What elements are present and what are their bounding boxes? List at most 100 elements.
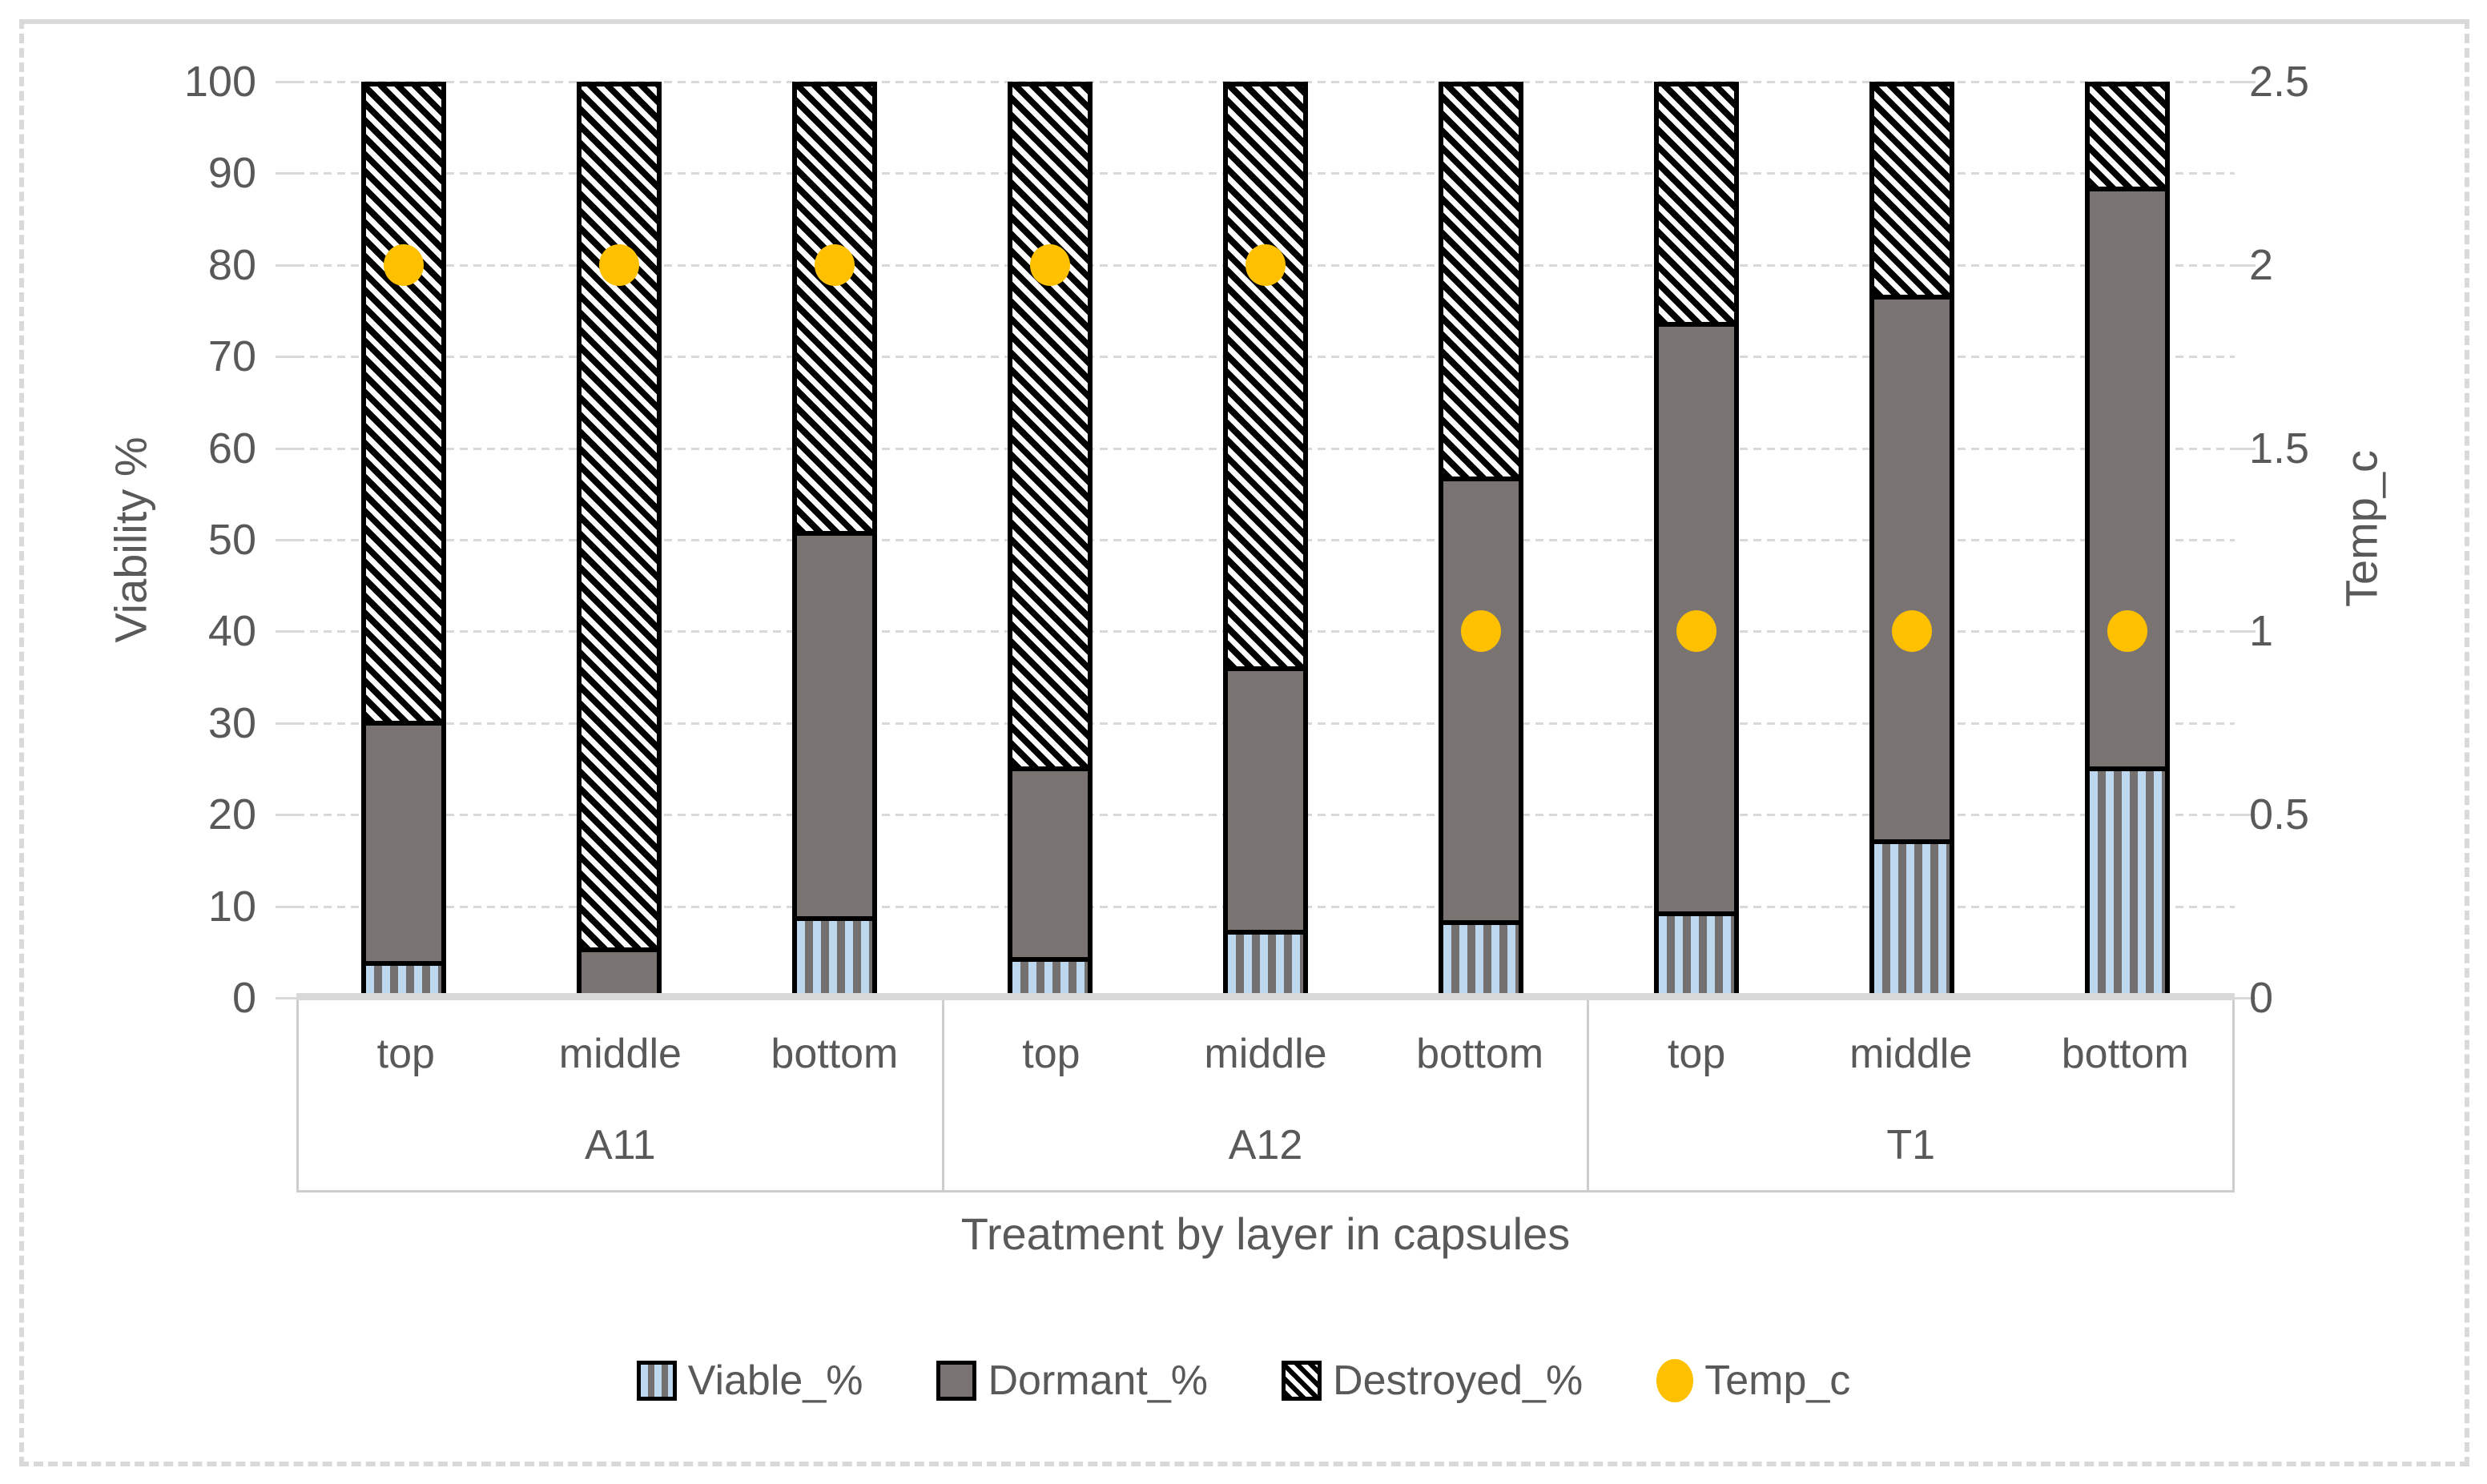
left-axis-tick-mark — [276, 814, 296, 817]
legend-label: Temp_c — [1704, 1357, 1851, 1404]
right-y-tick-label: 2.5 — [2249, 58, 2310, 106]
left-axis-tick-mark — [276, 905, 296, 908]
layer-label: top — [1667, 1031, 1726, 1077]
legend-swatch-destroyed-icon — [1282, 1361, 1322, 1401]
right-axis-tick-mark — [2235, 814, 2256, 817]
temp-dot-A11-bottom — [815, 243, 855, 286]
bar-A12-bottom — [1438, 82, 1523, 998]
temp-dot-T1-top — [1676, 610, 1716, 653]
left-axis-tick-mark — [276, 263, 296, 267]
bar-segment-destroyed — [797, 86, 873, 531]
category-axis-box: top middle bottom A11 top middle bottom A12 top m… — [296, 998, 2235, 1192]
right-y-tick-label: 0 — [2249, 974, 2274, 1022]
temp-dot-A12-bottom — [1460, 610, 1501, 653]
bar-segment-viable — [1228, 929, 1303, 993]
temp-dot-T1-middle — [1891, 610, 1932, 653]
legend-label: Destroyed_% — [1333, 1357, 1584, 1404]
left-y-tick-label: 70 — [207, 332, 256, 381]
bar-segment-destroyed — [582, 86, 658, 948]
bar-segment-viable — [1873, 839, 1950, 993]
legend-label: Dormant_% — [988, 1357, 1209, 1404]
left-axis-tick-mark — [276, 722, 296, 725]
bar-T1-top — [1653, 82, 1739, 998]
layer-label: bottom — [2061, 1031, 2189, 1077]
layer-label: bottom — [1416, 1031, 1544, 1077]
bar-T1-bottom — [2084, 82, 2170, 998]
category-group-T1: top middle bottom T1 — [1587, 998, 2232, 1190]
bar-segment-destroyed — [366, 86, 442, 722]
legend-swatch-dormant-icon — [936, 1361, 977, 1401]
category-group-A12: top middle bottom A12 — [941, 998, 1588, 1190]
temp-dot-A12-middle — [1246, 243, 1286, 286]
bar-A12-middle — [1223, 82, 1308, 998]
bar-A12-top — [1008, 82, 1093, 998]
layer-label: bottom — [771, 1031, 899, 1077]
bar-segment-dormant — [1012, 766, 1089, 957]
left-axis-tick-mark — [276, 997, 296, 999]
layer-label-row: top middle bottom — [944, 1030, 1588, 1078]
left-y-tick-label: 100 — [183, 58, 256, 106]
right-axis-tick-mark — [2235, 997, 2256, 999]
bar-segment-viable — [797, 915, 873, 993]
bar-segment-destroyed — [2089, 86, 2165, 187]
right-y-tick-label: 1.5 — [2249, 424, 2310, 473]
bar-segment-dormant — [582, 947, 658, 993]
bar-A11-top — [361, 82, 447, 998]
temp-dot-T1-bottom — [2107, 610, 2147, 653]
legend-swatch-viable-icon — [636, 1361, 677, 1401]
left-axis-tick-mark — [276, 447, 296, 450]
left-y-tick-label: 0 — [231, 974, 256, 1022]
group-label: A11 — [585, 1122, 656, 1168]
bar-segment-dormant — [1228, 666, 1303, 930]
legend-label: Viable_% — [687, 1357, 863, 1404]
left-axis-tick-mark — [276, 81, 296, 83]
bar-segment-viable — [1012, 956, 1089, 993]
legend-item-destroyed: Destroyed_% — [1282, 1357, 1583, 1405]
left-y-tick-label: 60 — [207, 424, 256, 473]
bar-T1-middle — [1869, 82, 1954, 998]
bar-segment-destroyed — [1873, 86, 1950, 296]
legend-swatch-temp-dot-icon — [1656, 1359, 1694, 1402]
layer-label-row: top middle bottom — [299, 1030, 942, 1078]
temp-dot-A11-top — [384, 243, 425, 286]
right-axis-tick-mark — [2235, 447, 2256, 450]
layer-label-row: top middle bottom — [1589, 1030, 2232, 1078]
layer-label: top — [1022, 1031, 1081, 1077]
x-axis-title: Treatment by layer in capsules — [960, 1209, 1571, 1259]
bar-segment-destroyed — [1658, 86, 1734, 323]
left-y-tick-label: 30 — [207, 698, 256, 747]
legend: Viable_% Dormant_% Destroyed_% Temp_c — [0, 1357, 2487, 1405]
legend-item-viable: Viable_% — [636, 1357, 863, 1405]
category-group-A11: top middle bottom A11 — [299, 998, 942, 1190]
legend-item-temp: Temp_c — [1656, 1357, 1850, 1405]
left-y-tick-label: 20 — [207, 790, 256, 839]
temp-dot-A12-top — [1030, 243, 1071, 286]
right-axis-tick-mark — [2235, 81, 2256, 83]
bar-segment-viable — [2089, 766, 2165, 993]
left-axis-tick-mark — [276, 539, 296, 541]
layer-label: middle — [1204, 1031, 1327, 1077]
bar-segment-dormant — [1873, 295, 1950, 839]
bar-segment-destroyed — [1443, 86, 1519, 477]
bar-segment-dormant — [797, 530, 873, 916]
temp-dot-A11-middle — [599, 243, 640, 286]
right-axis-tick-mark — [2235, 630, 2256, 633]
legend-item-dormant: Dormant_% — [936, 1357, 1208, 1405]
layer-label: top — [376, 1031, 435, 1077]
left-y-tick-label: 10 — [207, 882, 256, 931]
left-axis-tick-mark — [276, 630, 296, 633]
bar-segment-viable — [366, 961, 442, 993]
layer-label: middle — [1849, 1031, 1973, 1077]
bar-A11-middle — [577, 82, 662, 998]
bar-segment-viable — [1443, 920, 1519, 993]
bar-segment-dormant — [366, 721, 442, 962]
layer-label: middle — [558, 1031, 682, 1077]
left-axis-tick-mark — [276, 356, 296, 359]
left-y-tick-label: 40 — [207, 607, 256, 656]
group-label: T1 — [1886, 1122, 1936, 1168]
bar-A11-bottom — [792, 82, 878, 998]
group-label: A12 — [1228, 1122, 1303, 1168]
bar-segment-dormant — [2089, 186, 2165, 766]
bar-segment-viable — [1658, 911, 1734, 993]
